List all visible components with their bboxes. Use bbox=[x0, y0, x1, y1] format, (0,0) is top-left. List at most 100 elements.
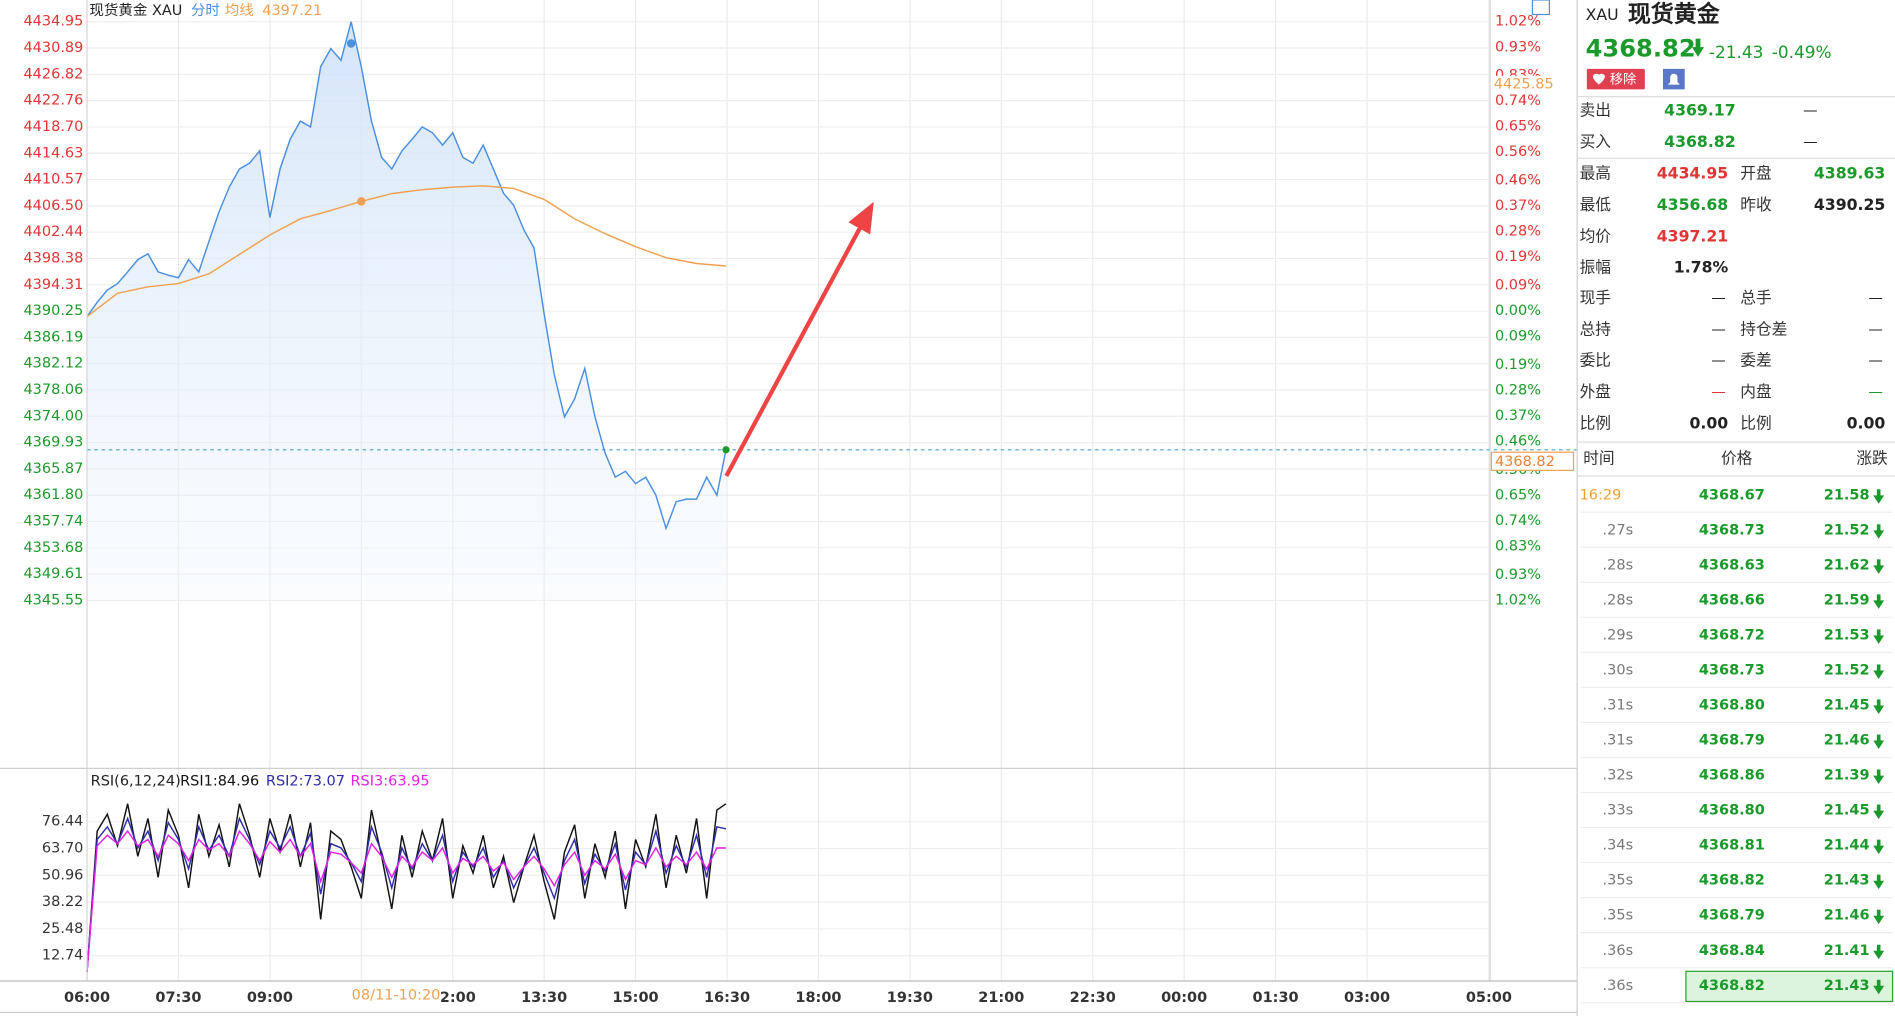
trade-change: 21.52 bbox=[1824, 522, 1870, 538]
price-line bbox=[86, 21, 727, 531]
y2-tick-label: 1.02% bbox=[1495, 14, 1541, 30]
field-value: 4356.68 bbox=[1657, 195, 1728, 214]
x-tick-label: 05:00 bbox=[1466, 990, 1512, 1006]
trade-price: 4368.84 bbox=[1699, 943, 1765, 959]
trade-price: 4368.66 bbox=[1699, 592, 1765, 608]
down-icon bbox=[1873, 600, 1885, 609]
legend-value: 4397.21 bbox=[262, 3, 322, 19]
down-icon bbox=[1691, 47, 1705, 57]
y2-tick-label: 0.46% bbox=[1495, 173, 1541, 189]
column-header: 时间 bbox=[1583, 449, 1614, 468]
x-tick-label: 22:30 bbox=[1070, 990, 1116, 1006]
field-label: 均价 bbox=[1580, 226, 1612, 245]
field-label: 昨收 bbox=[1740, 195, 1772, 214]
field-value: — bbox=[1711, 290, 1725, 306]
field-value: — bbox=[1803, 103, 1817, 119]
last-point bbox=[722, 446, 730, 454]
trade-time: .35s bbox=[1603, 908, 1634, 924]
x-tick-label: 18:00 bbox=[795, 990, 841, 1006]
cursor-label: 08/11-10:20 bbox=[352, 987, 441, 1003]
trade-change: 21.39 bbox=[1824, 768, 1870, 784]
y-tick-label: 4398.38 bbox=[23, 250, 83, 266]
field-label: 比例 bbox=[1580, 414, 1611, 433]
y-tick-label: 4422.76 bbox=[23, 93, 83, 109]
y2-tick-label: 0.65% bbox=[1495, 487, 1541, 503]
trade-change: 21.59 bbox=[1824, 592, 1870, 608]
trade-price: 4368.63 bbox=[1699, 557, 1765, 573]
x-tick-label: 09:00 bbox=[247, 990, 293, 1006]
field-value: 4397.21 bbox=[1657, 226, 1728, 245]
down-icon bbox=[1873, 670, 1885, 679]
x-tick-label: 03:00 bbox=[1344, 990, 1390, 1006]
field-label: 总持 bbox=[1580, 319, 1612, 338]
rsi-line bbox=[86, 803, 727, 973]
field-value: — bbox=[1803, 135, 1817, 151]
y-tick-label: 4414.63 bbox=[23, 145, 83, 161]
down-icon bbox=[1873, 530, 1885, 539]
y-tick-label: 4369.93 bbox=[23, 435, 83, 451]
y2-tick-label: 0.37% bbox=[1495, 198, 1541, 214]
trade-price: 4368.67 bbox=[1699, 487, 1765, 503]
trade-change: 21.58 bbox=[1824, 487, 1870, 503]
legend-entry: 分时 bbox=[191, 2, 220, 19]
down-icon bbox=[1873, 705, 1885, 714]
field-value: — bbox=[1711, 385, 1725, 401]
y2-tick-label: 0.19% bbox=[1495, 357, 1541, 373]
trade-price: 4368.80 bbox=[1699, 698, 1765, 714]
y2-tick-label: 0.46% bbox=[1495, 434, 1541, 450]
down-icon-stem bbox=[1876, 769, 1881, 777]
field-value: — bbox=[1868, 290, 1882, 306]
cursor-label-bg bbox=[337, 985, 442, 1008]
x-tick-label: 07:30 bbox=[155, 990, 201, 1006]
field-label: 持仓差 bbox=[1740, 319, 1787, 338]
down-icon bbox=[1873, 950, 1885, 960]
trade-price: 4368.79 bbox=[1699, 908, 1765, 924]
down-icon-stem bbox=[1876, 944, 1881, 952]
field-label: 委比 bbox=[1580, 351, 1611, 370]
field-value: — bbox=[1868, 385, 1882, 401]
down-icon bbox=[1873, 880, 1885, 890]
y2-tick-label: 0.19% bbox=[1495, 249, 1541, 265]
trade-price: 4368.79 bbox=[1699, 733, 1765, 749]
down-icon-stem bbox=[1876, 594, 1881, 602]
field-label: 最高 bbox=[1580, 163, 1611, 182]
x-tick-label: 01:30 bbox=[1253, 990, 1299, 1006]
trade-time: .31s bbox=[1603, 733, 1634, 749]
grid bbox=[86, 0, 1491, 981]
trade-time: .27s bbox=[1603, 522, 1634, 538]
down-icon-stem bbox=[1876, 839, 1881, 847]
trade-time: .29s bbox=[1603, 627, 1634, 643]
trade-time: .34s bbox=[1603, 838, 1634, 854]
y2-tick-label: 0.93% bbox=[1495, 39, 1541, 55]
y-tick-label: 4361.80 bbox=[23, 487, 83, 503]
y-tick-label: 4378.06 bbox=[23, 382, 83, 398]
y-tick-label: 4345.55 bbox=[23, 592, 83, 608]
expand-icon[interactable] bbox=[1531, 0, 1550, 16]
down-icon-stem bbox=[1876, 664, 1881, 672]
field-label: 开盘 bbox=[1740, 163, 1771, 182]
trade-change: 21.46 bbox=[1824, 908, 1870, 924]
trade-price: 4368.72 bbox=[1699, 627, 1765, 643]
down-icon-stem bbox=[1876, 489, 1881, 497]
remove-label[interactable]: 移除 bbox=[1610, 72, 1637, 88]
y-tick-label: 4430.89 bbox=[23, 40, 83, 56]
down-icon bbox=[1873, 775, 1885, 785]
field-value: 4390.25 bbox=[1814, 195, 1885, 214]
down-icon bbox=[1873, 985, 1885, 995]
trade-change: 21.43 bbox=[1824, 978, 1870, 994]
down-icon-stem bbox=[1876, 874, 1881, 882]
quote-panel: XAU 现货黄金 4368.82 -21.43 -0.49% 移除 卖出 436… bbox=[1577, 1, 1895, 477]
ma-marker bbox=[357, 197, 366, 206]
y2-tick-label: 0.74% bbox=[1495, 513, 1541, 529]
trade-change: 21.45 bbox=[1824, 698, 1870, 714]
trade-time: .36s bbox=[1603, 978, 1634, 994]
y2-tick-label: 0.83% bbox=[1495, 539, 1541, 555]
y-tick-label: 4382.12 bbox=[23, 356, 83, 372]
field-value: — bbox=[1711, 322, 1725, 338]
trade-change: 21.41 bbox=[1824, 943, 1870, 959]
column-header: 涨跌 bbox=[1856, 449, 1888, 468]
y2-tick-label: 0.93% bbox=[1495, 567, 1541, 583]
y2-tick-label: 0.00% bbox=[1495, 303, 1541, 319]
last-price-label: 4368.82 bbox=[1495, 454, 1555, 470]
